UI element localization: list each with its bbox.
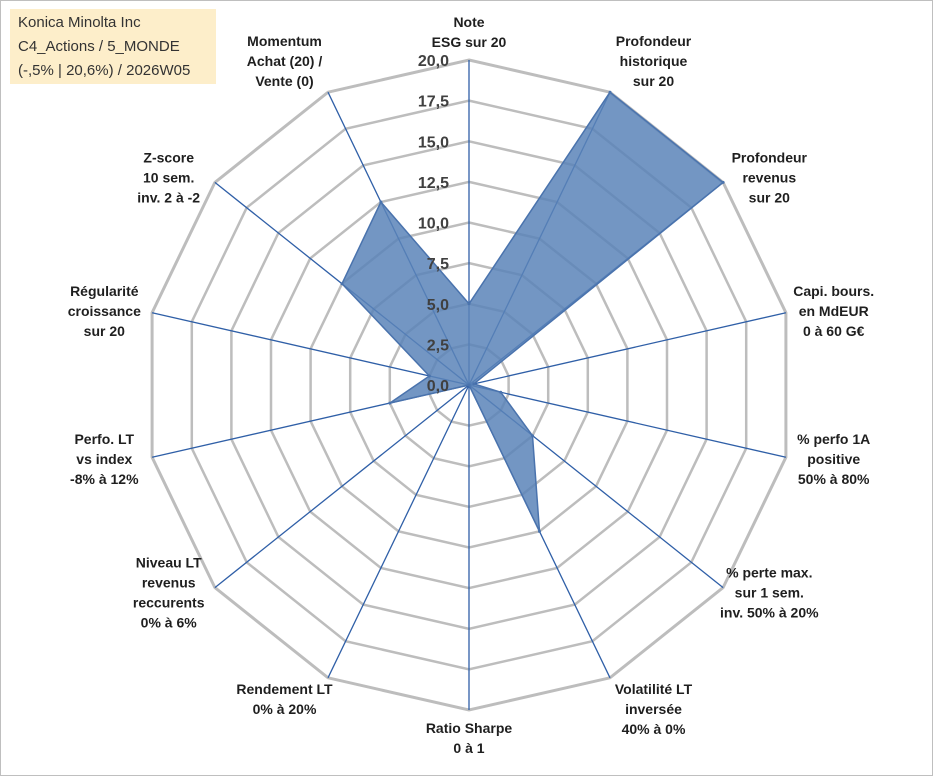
axis-spoke	[468, 312, 787, 386]
tick-label: 0,0	[427, 378, 449, 395]
axis-label: % perfo 1A positive 50% à 80%	[797, 431, 870, 487]
tick-label: 7,5	[427, 256, 449, 273]
axis-label: Profondeur historique sur 20	[616, 33, 692, 89]
data-point	[388, 401, 392, 405]
data-point	[538, 529, 541, 533]
tick-label: 2,5	[427, 337, 449, 354]
data-point	[467, 302, 471, 306]
data-point	[531, 434, 534, 438]
axis-label: Z-score 10 sem. inv. 2 à -2	[137, 149, 200, 205]
axis-label: Perfo. LT vs index -8% à 12%	[70, 431, 139, 487]
period-label: (-,5% | 20,6%) / 2026W05	[18, 62, 191, 79]
axis-label: Capi. bours. en MdEUR 0 à 60 G€	[793, 283, 874, 339]
data-point	[340, 282, 344, 286]
data-point	[467, 383, 471, 387]
info-box: Konica Minolta Inc C4_Actions / 5_MONDE …	[10, 9, 216, 84]
data-point	[379, 200, 383, 204]
series-area	[340, 90, 725, 533]
axis-labels: Note ESG sur 20 Profondeur historique sur 20…	[68, 14, 874, 756]
data-point	[472, 382, 476, 386]
tick-label: 20,0	[418, 53, 449, 70]
axis-label: Momentum Achat (20) / Vente (0)	[247, 33, 323, 89]
tick-label: 5,0	[427, 297, 449, 314]
axis-spoke	[151, 312, 470, 386]
data-point	[427, 374, 431, 378]
tick-label: 10,0	[418, 216, 449, 233]
axis-spoke	[468, 384, 787, 458]
data-point	[499, 390, 503, 394]
axis-label: Rendement LT 0% à 20%	[236, 681, 333, 717]
tick-label: 15,0	[418, 134, 449, 151]
axis-label: Volatilité LT inversée 40% à 0%	[615, 681, 693, 737]
axis-label: Régularité croissance sur 20	[68, 283, 141, 339]
radial-tick-labels: 0,0 2,5 5,0 7,5 10,0 12,5 15,0 17,5 20,0	[418, 53, 449, 395]
axis-label: Niveau LT revenus reccurents 0% à 6%	[133, 555, 205, 631]
axis-spoke	[327, 384, 470, 679]
portfolio-name: C4_Actions / 5_MONDE	[18, 38, 180, 55]
axis-label: Ratio Sharpe 0 à 1	[426, 720, 513, 756]
data-point	[721, 180, 725, 184]
tick-label: 12,5	[418, 175, 449, 192]
axis-spoke	[214, 384, 470, 589]
company-name: Konica Minolta Inc	[18, 14, 141, 31]
axis-label: % perte max. sur 1 sem. inv. 50% à 20%	[720, 565, 819, 621]
data-point	[608, 90, 612, 94]
axis-label: Profondeur revenus sur 20	[732, 149, 808, 205]
axis-label: Note ESG sur 20	[432, 14, 507, 50]
tick-label: 17,5	[418, 94, 449, 111]
